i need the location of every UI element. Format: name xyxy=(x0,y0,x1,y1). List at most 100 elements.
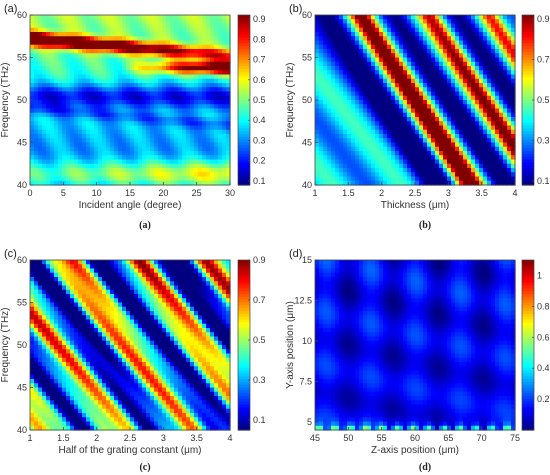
heatmap-cell xyxy=(138,281,143,287)
heatmap-cell xyxy=(383,180,388,186)
heatmap-cell xyxy=(94,168,99,173)
heatmap-cell xyxy=(427,23,432,29)
heatmap-cell xyxy=(431,146,436,152)
heatmap-cell xyxy=(359,151,364,156)
heatmap-cell xyxy=(347,57,352,63)
heatmap-cell xyxy=(371,112,376,118)
heatmap-cell xyxy=(110,32,115,37)
heatmap-cell xyxy=(54,315,59,321)
heatmap-cell xyxy=(487,125,492,131)
heatmap-cell xyxy=(198,302,203,308)
heatmap-cell xyxy=(50,134,55,139)
colorbar-segment xyxy=(238,159,250,163)
heatmap-cell xyxy=(94,100,99,105)
heatmap-cell xyxy=(90,78,95,84)
heatmap-cell xyxy=(146,36,151,42)
heatmap-cell xyxy=(74,19,79,25)
heatmap-cell xyxy=(475,27,480,33)
heatmap-cell xyxy=(118,91,123,97)
heatmap-cell xyxy=(202,100,207,105)
heatmap-cell xyxy=(399,19,404,25)
heatmap-cell xyxy=(495,146,500,152)
heatmap-cell xyxy=(186,100,191,105)
heatmap-cell xyxy=(359,78,364,84)
heatmap-cell xyxy=(347,180,352,186)
heatmap-cell xyxy=(102,23,107,29)
heatmap-cell xyxy=(383,95,388,101)
heatmap-cell xyxy=(170,66,175,71)
heatmap-cell xyxy=(118,323,123,329)
heatmap-cell xyxy=(134,104,139,110)
heatmap-cell xyxy=(371,36,376,42)
heatmap-cell xyxy=(138,112,143,118)
heatmap-cell xyxy=(34,117,39,122)
heatmap-cell xyxy=(154,125,159,131)
heatmap-cell xyxy=(54,146,59,152)
y-tick-label: 50 xyxy=(17,95,27,105)
heatmap-cell xyxy=(86,294,91,299)
heatmap-cell xyxy=(110,117,115,122)
heatmap-cell xyxy=(198,57,203,63)
heatmap-cell xyxy=(451,163,456,169)
heatmap-cell xyxy=(415,180,420,186)
heatmap-cell xyxy=(134,121,139,127)
heatmap-cells xyxy=(315,15,516,186)
heatmap-cell xyxy=(34,138,39,144)
heatmap-cell xyxy=(74,146,79,152)
heatmap-cell xyxy=(351,146,356,152)
heatmap-cell xyxy=(134,272,139,278)
heatmap-cell xyxy=(411,53,416,59)
heatmap-cell xyxy=(455,74,460,80)
heatmap-cell xyxy=(86,66,91,71)
heatmap-cell xyxy=(359,27,364,33)
heatmap-cell xyxy=(34,104,39,110)
heatmap-cell xyxy=(42,117,47,122)
heatmap-cell xyxy=(343,172,348,178)
heatmap-cell xyxy=(459,121,464,127)
heatmap-cell xyxy=(46,151,51,156)
heatmap-cell xyxy=(319,53,324,59)
heatmap-cell xyxy=(42,163,47,169)
heatmap-cell xyxy=(86,32,91,37)
heatmap-cell xyxy=(122,306,127,312)
heatmap-cell xyxy=(359,159,364,165)
heatmap-cell xyxy=(142,129,147,135)
heatmap-cell xyxy=(355,74,360,80)
heatmap-cell xyxy=(323,100,328,105)
heatmap-cell xyxy=(102,32,107,37)
heatmap-cell xyxy=(419,36,424,42)
heatmap-cell xyxy=(375,61,380,67)
heatmap-cell xyxy=(447,87,452,93)
heatmap-cell xyxy=(214,100,219,105)
heatmap-cell xyxy=(226,23,231,29)
heatmap-cell xyxy=(371,151,376,156)
heatmap-cell xyxy=(122,277,127,282)
colorbar: 0.10.30.50.70.9 xyxy=(521,14,550,186)
colorbar-segment xyxy=(238,83,250,87)
heatmap-cell xyxy=(146,159,151,165)
heatmap-cell xyxy=(106,289,111,295)
heatmap-cell xyxy=(186,159,191,165)
heatmap-cell xyxy=(423,91,428,97)
heatmap-cell xyxy=(467,176,472,182)
heatmap-cell xyxy=(158,91,163,97)
heatmap-cell xyxy=(343,53,348,59)
heatmap-cell xyxy=(331,78,336,84)
heatmap-cell xyxy=(355,104,360,110)
heatmap-cell xyxy=(86,172,91,178)
heatmap-cell xyxy=(475,95,480,101)
heatmap-cell xyxy=(367,95,372,101)
heatmap-cell xyxy=(343,163,348,169)
heatmap-cell xyxy=(186,168,191,173)
heatmap-cell xyxy=(431,108,436,114)
heatmap-cell xyxy=(463,172,468,178)
heatmap-cell xyxy=(395,168,400,173)
heatmap-cell xyxy=(146,155,151,161)
heatmap-cell xyxy=(503,108,508,114)
heatmap-cell xyxy=(331,53,336,59)
heatmap-cell xyxy=(507,95,512,101)
heatmap-cell xyxy=(343,100,348,105)
heatmap-cell xyxy=(66,117,71,122)
heatmap-cell xyxy=(431,87,436,93)
heatmap-cell xyxy=(499,87,504,93)
